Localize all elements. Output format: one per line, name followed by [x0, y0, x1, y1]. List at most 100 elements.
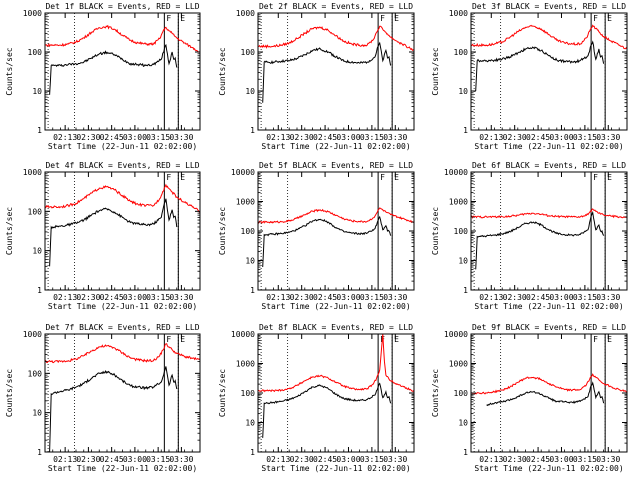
x-tick-label: 02:45: [313, 293, 337, 302]
series-line-events: [262, 215, 392, 268]
y-tick-label: 1: [250, 286, 255, 295]
panel-det-5f: Det 5f BLACK = Events, RED = LLD F E 1 10 100…: [218, 161, 415, 311]
y-tick-label: 100: [241, 48, 256, 57]
panel-title: Det 3f BLACK = Events, RED = LLD: [472, 2, 626, 11]
x-tick-label: 03:30: [596, 293, 620, 302]
series-line-lld: [257, 25, 415, 52]
x-tick-label: 02:45: [313, 455, 337, 464]
x-axis-label: Start Time (22-Jun-11 02:02:00): [48, 142, 197, 151]
marker-label-f: F: [593, 14, 598, 23]
y-tick-label: 1: [37, 448, 42, 457]
plot-frame: [470, 171, 628, 291]
marker-label-e: E: [180, 173, 185, 182]
x-tick-label: 02:13: [266, 455, 290, 464]
series-line-events: [486, 381, 605, 407]
series-line-events: [49, 198, 178, 267]
x-tick-label: 03:00: [336, 133, 360, 142]
x-axis-label: Start Time (22-Jun-11 02:02:00): [48, 464, 197, 473]
x-tick-label: 03:00: [123, 293, 147, 302]
x-tick-label: 03:30: [169, 455, 193, 464]
x-tick-label: 03:30: [383, 133, 407, 142]
x-tick-label: 03:30: [169, 293, 193, 302]
x-tick-label: 02:45: [313, 133, 337, 142]
x-tick-label: 02:30: [503, 133, 527, 142]
y-axis-label: Counts/sec: [218, 369, 227, 417]
y-tick-label: 100: [241, 227, 256, 236]
x-axis-label: Start Time (22-Jun-11 02:02:00): [474, 302, 623, 311]
x-tick-label: 02:30: [76, 133, 100, 142]
y-axis-label: Counts/sec: [218, 207, 227, 255]
y-tick-label: 10: [32, 87, 42, 96]
series-line-lld: [257, 333, 415, 393]
y-tick-label: 1: [37, 126, 42, 135]
x-tick-label: 03:15: [573, 455, 597, 464]
y-tick-label: 1: [250, 448, 255, 457]
x-tick-label: 02:45: [100, 455, 124, 464]
x-axis-label: Start Time (22-Jun-11 02:02:00): [48, 302, 197, 311]
y-tick-label: 10: [458, 419, 468, 428]
x-tick-label: 03:00: [549, 293, 573, 302]
marker-label-e: E: [394, 14, 399, 23]
y-tick-label: 10: [458, 257, 468, 266]
x-tick-label: 03:15: [573, 133, 597, 142]
x-tick-label: 03:15: [146, 293, 170, 302]
marker-label-f: F: [380, 173, 385, 182]
panel-det-6f: Det 6f BLACK = Events, RED = LLD F E 1 10 100…: [431, 161, 628, 311]
y-axis-label: Counts/sec: [5, 47, 14, 95]
y-tick-label: 1000: [236, 198, 255, 207]
x-tick-label: 03:30: [596, 133, 620, 142]
x-tick-label: 02:13: [266, 133, 290, 142]
x-tick-label: 02:13: [266, 293, 290, 302]
x-axis-label: Start Time (22-Jun-11 02:02:00): [261, 142, 410, 151]
y-tick-label: 100: [454, 48, 469, 57]
x-tick-label: 02:30: [290, 455, 314, 464]
x-tick-label: 03:30: [596, 455, 620, 464]
y-tick-label: 10000: [444, 330, 468, 339]
x-tick-label: 03:30: [383, 455, 407, 464]
plot-frame: [44, 333, 201, 453]
y-axis-label: Counts/sec: [431, 207, 440, 255]
x-tick-label: 03:15: [573, 293, 597, 302]
x-tick-label: 03:15: [360, 133, 384, 142]
series-line-events: [49, 366, 178, 453]
x-axis-label: Start Time (22-Jun-11 02:02:00): [261, 302, 410, 311]
x-tick-label: 03:00: [123, 455, 147, 464]
x-tick-label: 02:45: [100, 293, 124, 302]
plot-frame: [470, 12, 628, 131]
marker-label-f: F: [380, 14, 385, 23]
series-line-lld: [257, 207, 415, 224]
x-tick-label: 02:13: [479, 455, 503, 464]
panel-title: Det 6f BLACK = Events, RED = LLD: [472, 161, 626, 170]
x-axis-label: Start Time (22-Jun-11 02:02:00): [474, 142, 623, 151]
y-tick-label: 1000: [449, 360, 468, 369]
y-tick-label: 1000: [236, 9, 255, 18]
plot-frame: [257, 171, 415, 291]
y-tick-label: 10: [458, 87, 468, 96]
y-tick-label: 1: [463, 286, 468, 295]
x-tick-label: 02:13: [53, 133, 77, 142]
plot-frame: [257, 12, 415, 131]
series-line-events: [49, 43, 178, 95]
y-tick-label: 1000: [236, 360, 255, 369]
x-axis-label: Start Time (22-Jun-11 02:02:00): [474, 464, 623, 473]
y-tick-label: 1000: [23, 330, 42, 339]
marker-label-e: E: [607, 335, 612, 344]
series-line-lld: [470, 373, 628, 395]
y-axis-label: Counts/sec: [431, 47, 440, 95]
y-tick-label: 100: [28, 48, 43, 57]
panel-title: Det 4f BLACK = Events, RED = LLD: [45, 161, 199, 170]
marker-label-e: E: [180, 14, 185, 23]
x-tick-label: 03:30: [383, 293, 407, 302]
x-tick-label: 02:13: [479, 133, 503, 142]
y-axis-label: Counts/sec: [431, 369, 440, 417]
x-tick-label: 02:13: [53, 455, 77, 464]
panel-det-3f: Det 3f BLACK = Events, RED = LLD F E 1 10 100…: [431, 2, 628, 151]
x-tick-label: 02:13: [53, 293, 77, 302]
series-line-lld: [44, 343, 201, 364]
y-tick-label: 100: [454, 389, 469, 398]
y-tick-label: 10: [245, 87, 255, 96]
y-tick-label: 10000: [231, 168, 255, 177]
panel-title: Det 5f BLACK = Events, RED = LLD: [259, 161, 413, 170]
x-tick-label: 03:15: [360, 293, 384, 302]
